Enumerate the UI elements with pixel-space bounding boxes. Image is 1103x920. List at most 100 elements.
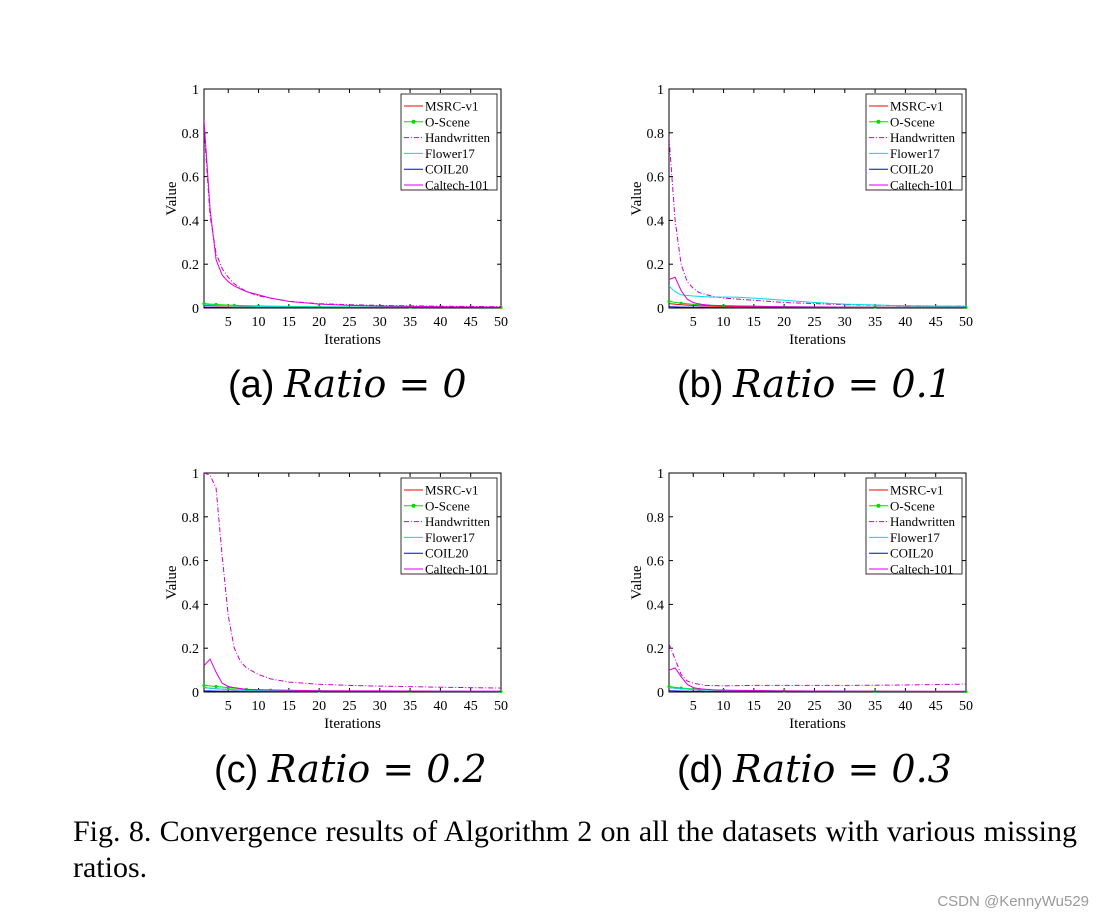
watermark: CSDN @KennyWu529 xyxy=(937,893,1089,910)
y-tick-label: 1 xyxy=(657,83,664,98)
x-tick-label: 35 xyxy=(403,699,417,714)
series-line-caltech-101 xyxy=(669,276,966,308)
series-line-coil20 xyxy=(669,690,966,692)
legend-entry: MSRC-v1 xyxy=(425,483,478,498)
legend-entry: COIL20 xyxy=(425,162,468,177)
y-tick-label: 0.4 xyxy=(182,598,200,613)
series-marker-o-scene xyxy=(214,684,218,689)
series-line-coil20 xyxy=(669,306,966,308)
y-axis-label: Value xyxy=(164,181,180,215)
series-line-handwritten xyxy=(669,643,966,687)
subcaption-d: (d) Ratio = 0.3 xyxy=(677,749,952,790)
x-tick-label: 25 xyxy=(342,315,356,330)
subcaption-d-label: (d) xyxy=(677,749,724,791)
x-tick-label: 5 xyxy=(690,315,697,330)
y-tick-label: 0.4 xyxy=(647,598,665,613)
y-tick-label: 0.4 xyxy=(182,214,200,229)
x-tick-label: 5 xyxy=(225,315,232,330)
legend-entry: Caltech-101 xyxy=(890,562,954,577)
x-tick-label: 35 xyxy=(868,315,882,330)
legend-entry: O-Scene xyxy=(425,114,470,129)
x-tick-label: 25 xyxy=(807,315,821,330)
y-axis-label: Value xyxy=(629,181,645,215)
legend-entry: Flower17 xyxy=(890,530,940,545)
legend-marker xyxy=(411,503,416,508)
series-line-caltech-101 xyxy=(204,658,501,692)
x-tick-label: 40 xyxy=(433,699,447,714)
legend-marker xyxy=(411,119,416,124)
x-tick-label: 30 xyxy=(838,315,852,330)
x-tick-label: 35 xyxy=(868,699,882,714)
x-tick-label: 10 xyxy=(717,315,731,330)
x-tick-label: 50 xyxy=(959,699,973,714)
x-tick-label: 40 xyxy=(898,315,912,330)
subcaption-a: (a) Ratio = 0 xyxy=(228,364,467,405)
x-tick-label: 5 xyxy=(225,699,232,714)
legend-entry: Flower17 xyxy=(425,530,475,545)
x-tick-label: 50 xyxy=(959,315,973,330)
legend-box xyxy=(400,93,498,191)
legend-entry: MSRC-v1 xyxy=(425,99,478,114)
series-line-handwritten xyxy=(669,137,966,307)
legend-entry: Caltech-101 xyxy=(425,562,489,577)
x-tick-label: 40 xyxy=(433,315,447,330)
y-tick-label: 1 xyxy=(192,467,199,482)
y-tick-label: 0.8 xyxy=(647,511,665,526)
legend-entry: O-Scene xyxy=(890,498,935,513)
figure-caption: Fig. 8. Convergence results of Algorithm… xyxy=(73,815,1077,884)
series-marker-o-scene xyxy=(679,301,683,305)
x-tick-label: 15 xyxy=(747,315,761,330)
legend-entry: Flower17 xyxy=(890,146,940,161)
series-line-handwritten xyxy=(204,128,501,308)
legend-entry: O-Scene xyxy=(425,498,470,513)
subcaption-b-label: (b) xyxy=(677,364,724,406)
subcaption-a-label: (a) xyxy=(228,364,275,406)
y-tick-label: 0 xyxy=(657,686,664,701)
y-tick-label: 0 xyxy=(657,302,664,317)
x-tick-label: 5 xyxy=(690,699,697,714)
legend-entry: COIL20 xyxy=(890,162,933,177)
subcaption-c-label: (c) xyxy=(214,749,259,791)
series-marker-o-scene xyxy=(202,683,206,688)
legend-marker xyxy=(876,503,881,508)
legend-entry: Flower17 xyxy=(425,146,475,161)
y-tick-label: 1 xyxy=(657,467,664,482)
chart-panel-a: 5 10 15 20 25 30 35 40 45 50 0 0.2 0.4 0.6 0.8 1 Iterati… xyxy=(164,83,508,348)
x-tick-label: 40 xyxy=(898,699,912,714)
y-tick-label: 0.8 xyxy=(647,127,665,142)
x-tick-label: 45 xyxy=(929,315,943,330)
y-tick-label: 0.6 xyxy=(647,171,665,186)
x-tick-label: 25 xyxy=(807,699,821,714)
x-tick-label: 15 xyxy=(747,699,761,714)
legend-entry: Handwritten xyxy=(890,130,955,145)
legend-entry: Caltech-101 xyxy=(890,178,954,193)
chart-panel-c: 5 10 15 20 25 30 35 40 45 50 0 0.2 0.4 0.6 0.8 1 Iterati… xyxy=(164,467,508,732)
x-axis-label: Iterations xyxy=(324,716,381,732)
x-tick-label: 30 xyxy=(373,699,387,714)
chart-panel-d: 5 10 15 20 25 30 35 40 45 50 0 0.2 0.4 0.6 0.8 1 Iterati… xyxy=(629,467,973,732)
x-tick-label: 50 xyxy=(494,699,508,714)
legend-entry: Caltech-101 xyxy=(425,178,489,193)
x-tick-label: 30 xyxy=(373,315,387,330)
legend-entry: Handwritten xyxy=(425,514,490,529)
subcaption-b-equation: Ratio = 0.1 xyxy=(732,362,952,406)
y-axis-label: Value xyxy=(164,565,180,599)
x-tick-label: 45 xyxy=(464,699,478,714)
series-line-caltech-101 xyxy=(669,667,966,692)
legend-marker xyxy=(876,119,881,124)
y-tick-label: 1 xyxy=(192,83,199,98)
x-axis-label: Iterations xyxy=(324,332,381,348)
y-tick-label: 0.4 xyxy=(647,214,665,229)
subcaption-a-equation: Ratio = 0 xyxy=(283,362,467,406)
y-tick-label: 0.2 xyxy=(182,258,200,273)
series-line-caltech-101 xyxy=(204,119,501,308)
y-tick-label: 0.8 xyxy=(182,511,200,526)
y-axis-label: Value xyxy=(629,565,645,599)
series-line-flower17 xyxy=(669,285,966,307)
x-tick-label: 20 xyxy=(777,699,791,714)
legend-entry: COIL20 xyxy=(890,546,933,561)
legend-entry: MSRC-v1 xyxy=(890,483,943,498)
y-tick-label: 0 xyxy=(192,302,199,317)
legend-entry: COIL20 xyxy=(425,546,468,561)
